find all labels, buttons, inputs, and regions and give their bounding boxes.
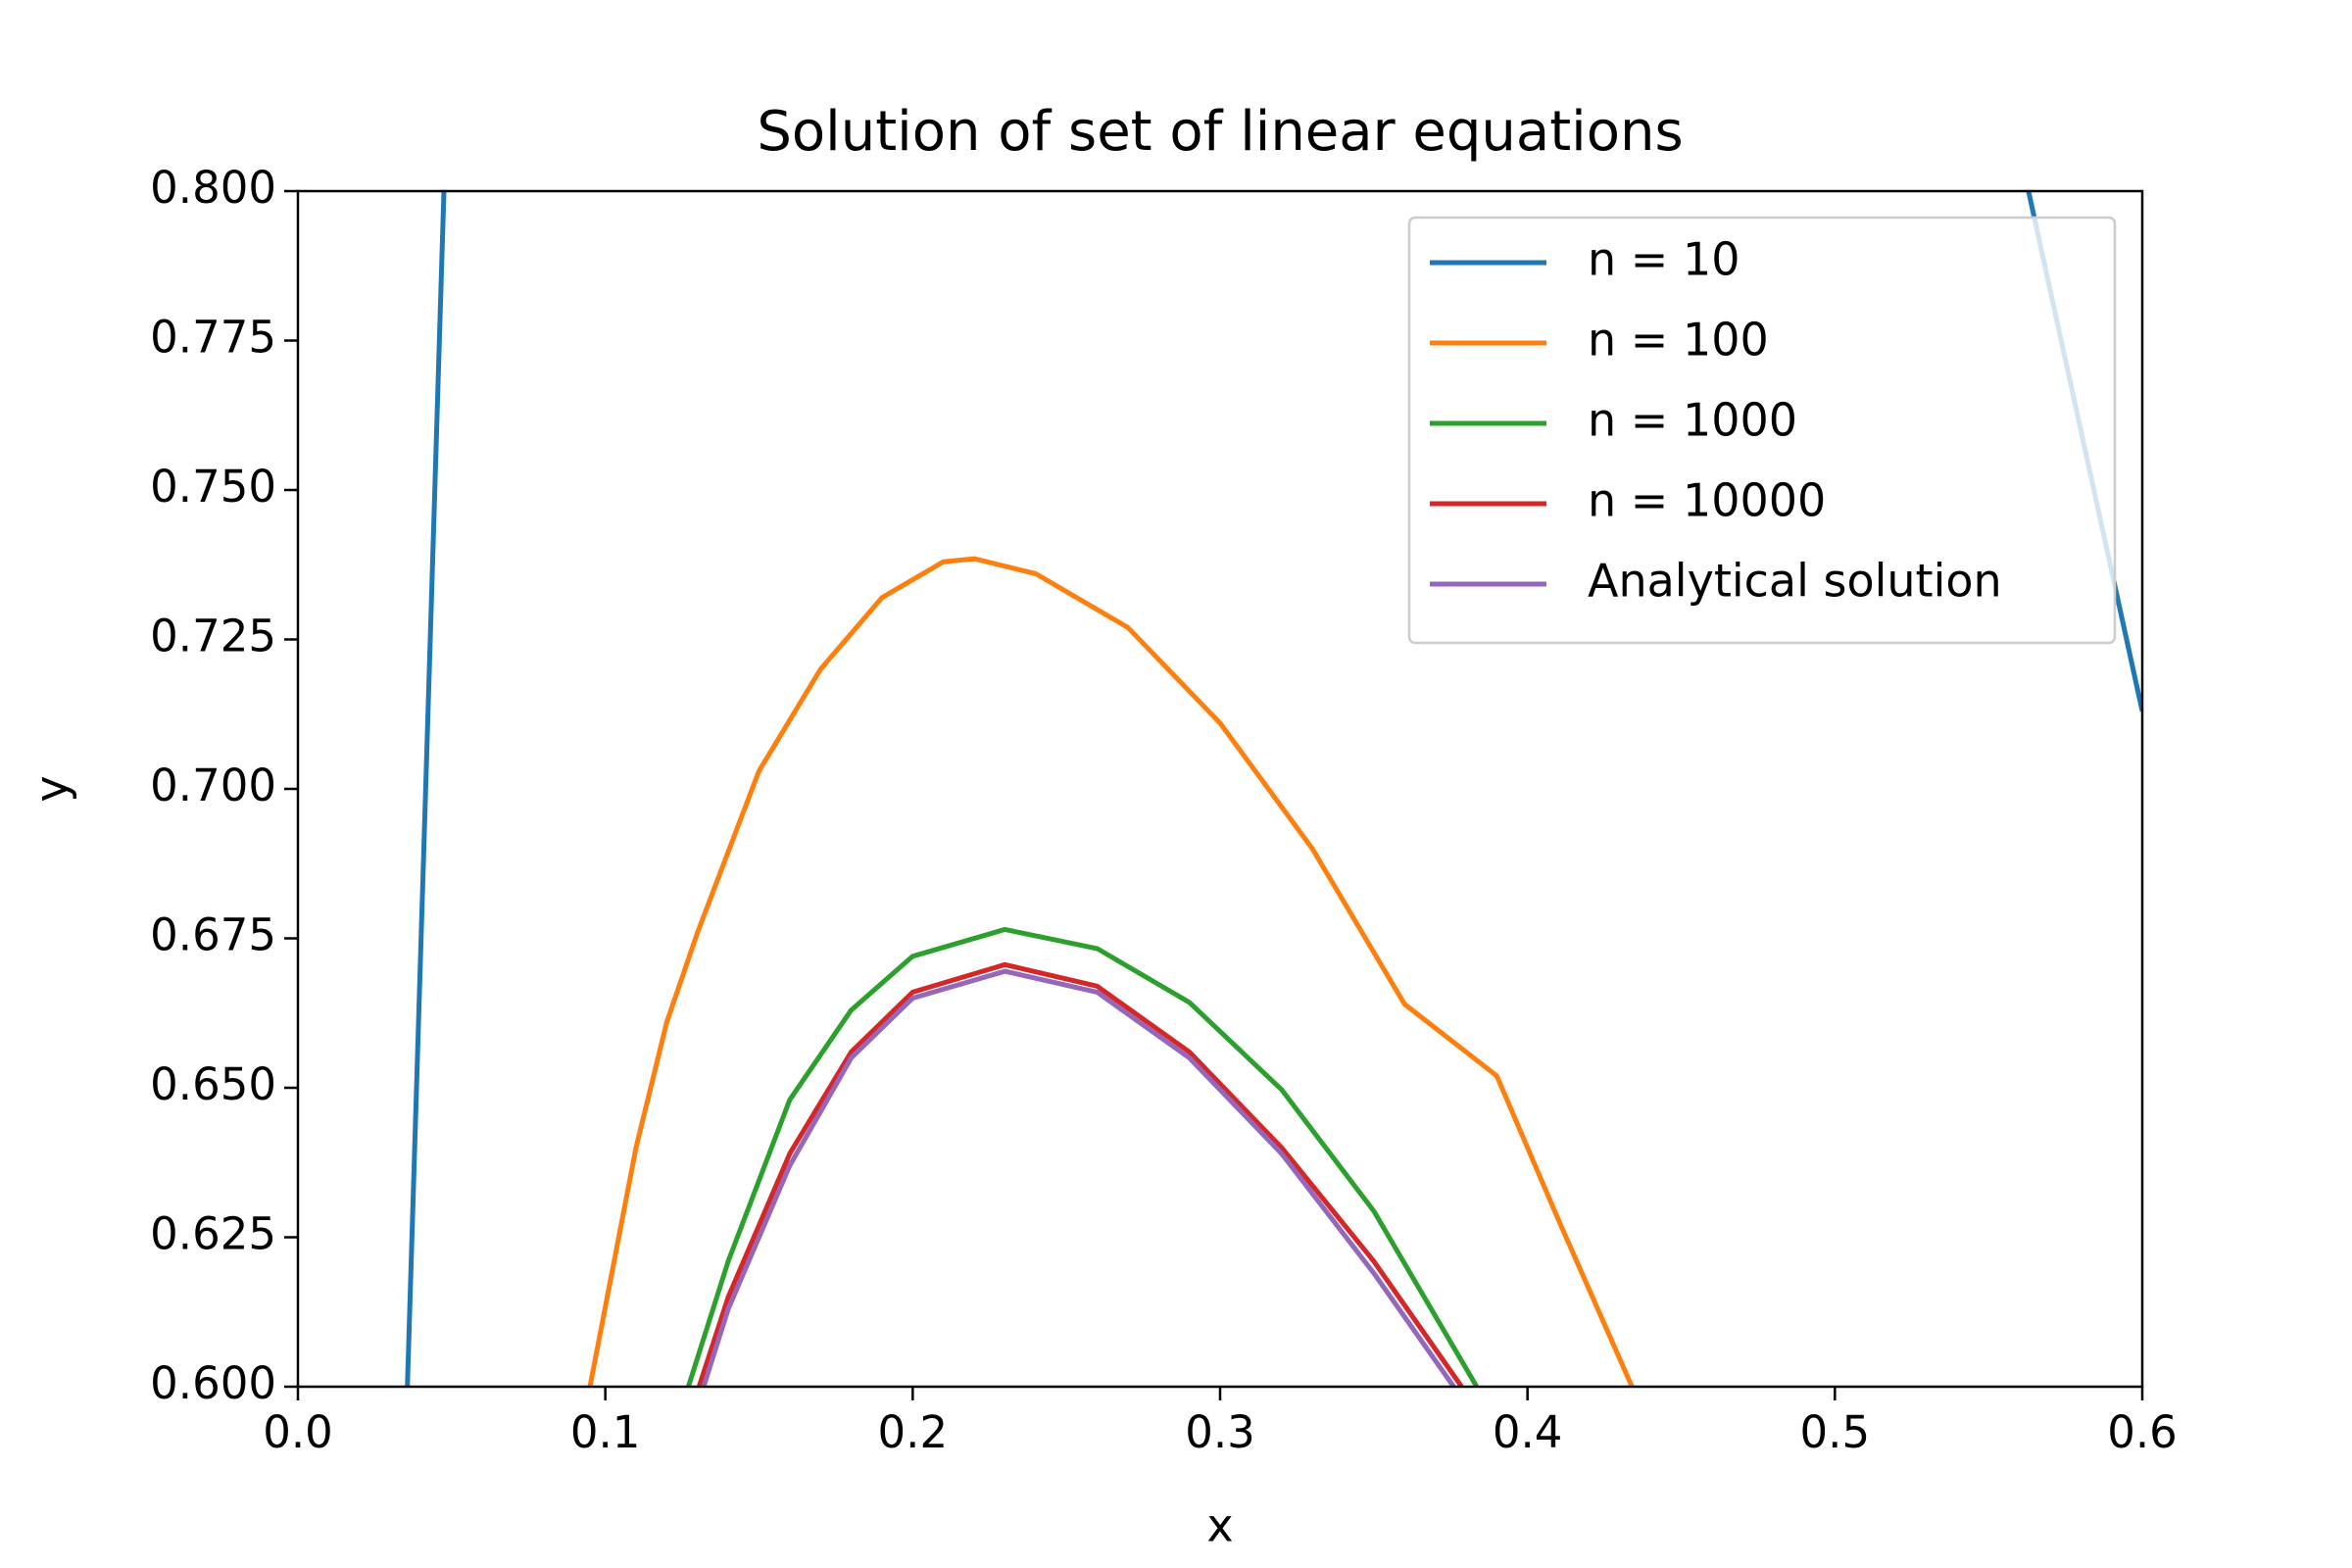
series-line [587, 556, 1635, 1387]
x-tick-label: 0.4 [1493, 1406, 1563, 1458]
x-tick-label: 0.2 [878, 1406, 949, 1458]
legend-label: n = 100 [1588, 314, 1769, 367]
x-tick-label: 0.3 [1185, 1406, 1255, 1458]
x-axis-label: x [1206, 1499, 1233, 1552]
series-line [696, 961, 1464, 1387]
y-tick-label: 0.625 [150, 1208, 276, 1260]
legend-label: n = 10000 [1588, 474, 1826, 527]
y-tick-label: 0.800 [150, 162, 276, 214]
legend-box [1407, 216, 2117, 645]
chart-title: Solution of set of linear equations [757, 100, 1683, 164]
y-tick-label: 0.650 [150, 1058, 276, 1110]
x-tick-label: 0.1 [570, 1406, 641, 1458]
y-tick-label: 0.750 [150, 461, 276, 513]
y-tick-label: 0.725 [150, 611, 276, 662]
legend-label: Analytical solution [1588, 555, 2002, 608]
y-tick-label: 0.675 [150, 909, 276, 961]
legend-label: n = 10 [1588, 233, 1740, 286]
x-tick-label: 0.5 [1800, 1406, 1871, 1458]
series-line [686, 926, 1480, 1387]
y-tick-label: 0.775 [150, 312, 276, 364]
x-tick-label: 0.0 [263, 1406, 333, 1458]
y-tick-label: 0.600 [150, 1357, 276, 1409]
y-axis-label: y [25, 775, 78, 802]
legend-label: n = 1000 [1588, 394, 1797, 447]
x-tick-label: 0.6 [2107, 1406, 2178, 1458]
series-line [701, 968, 1456, 1387]
y-tick-label: 0.700 [150, 760, 276, 811]
